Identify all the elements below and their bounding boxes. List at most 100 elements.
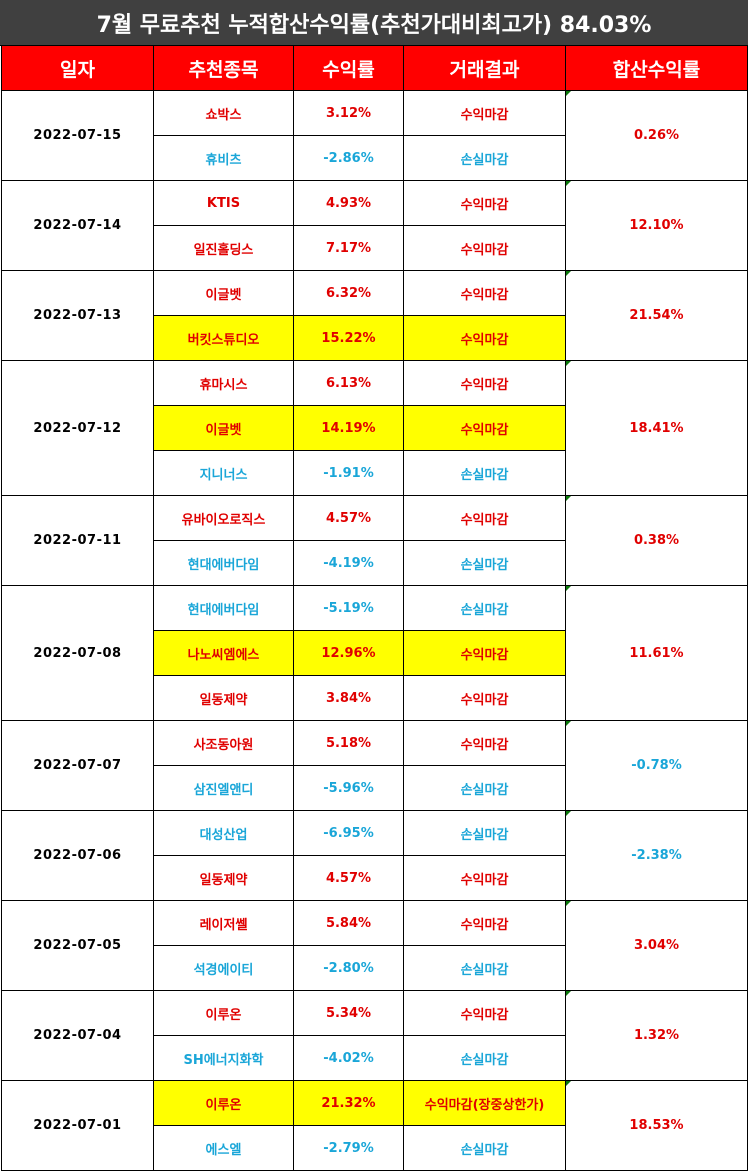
table-body: 2022-07-15 쇼박스 3.12% 수익마감 0.26% 휴비츠 -2.86% 손실마감… — [1, 90, 748, 1171]
stock-cell: 버킷스튜디오 — [153, 315, 294, 361]
return-cell: 4.57% — [293, 495, 404, 541]
sum-cell: 21.54% — [565, 270, 748, 361]
page-title: 7월 무료추천 누적합산수익률(추천가대비최고가) 84.03% — [0, 0, 748, 46]
sum-cell: 0.38% — [565, 495, 748, 586]
sum-cell: 1.32% — [565, 990, 748, 1081]
sum-cell: 0.26% — [565, 90, 748, 181]
stock-cell: 휴비츠 — [153, 135, 294, 181]
table-row: 일동제약 3.84% 수익마감 — [2, 675, 748, 721]
result-cell: 손실마감 — [403, 135, 566, 181]
table-row: 지니너스 -1.91% 손실마감 — [2, 450, 748, 496]
table-row: 2022-07-05 레이저쎌 5.84% 수익마감 3.04% — [1, 900, 748, 991]
stock-cell: 사조동아원 — [153, 720, 294, 766]
table-row: 2022-07-14 KTIS 4.93% 수익마감 12.10% — [1, 180, 748, 271]
table-row: 2022-07-07 사조동아원 5.18% 수익마감 -0.78% — [1, 720, 748, 811]
result-cell: 수익마감 — [403, 360, 566, 406]
table-row: 2022-07-08 현대에버다임 -5.19% 손실마감 11.61% — [1, 585, 748, 721]
table-row: 버킷스튜디오 15.22% 수익마감 — [2, 315, 748, 361]
sum-cell: 3.04% — [565, 900, 748, 991]
sum-cell: -0.78% — [565, 720, 748, 811]
stock-cell: 현대에버다임 — [153, 540, 294, 586]
return-cell: 15.22% — [293, 315, 404, 361]
date-cell: 2022-07-11 — [1, 495, 154, 586]
return-cell: 3.12% — [293, 90, 404, 136]
stock-cell: 에스엘 — [153, 1125, 294, 1171]
result-cell: 손실마감 — [403, 1035, 566, 1081]
return-cell: 14.19% — [293, 405, 404, 451]
table-row: 2022-07-04 이루온 5.34% 수익마감 1.32% — [1, 990, 748, 1081]
return-cell: 5.18% — [293, 720, 404, 766]
result-cell: 수익마감 — [403, 990, 566, 1036]
result-cell: 수익마감 — [403, 855, 566, 901]
return-cell: -2.80% — [293, 945, 404, 991]
result-cell: 손실마감 — [403, 1125, 566, 1171]
table-row: 일동제약 4.57% 수익마감 — [2, 855, 748, 901]
sum-cell: 11.61% — [565, 585, 748, 721]
stock-cell: 일진홀딩스 — [153, 225, 294, 271]
result-cell: 수익마감 — [403, 900, 566, 946]
table-row: 석경에이티 -2.80% 손실마감 — [2, 945, 748, 991]
sum-cell: 18.53% — [565, 1080, 748, 1171]
stock-cell: 쇼박스 — [153, 90, 294, 136]
result-cell: 손실마감 — [403, 765, 566, 811]
stock-cell: 이루온 — [153, 1080, 294, 1126]
result-cell: 수익마감 — [403, 225, 566, 271]
stock-cell: 이루온 — [153, 990, 294, 1036]
return-cell: 3.84% — [293, 675, 404, 721]
stock-cell: 이글벳 — [153, 405, 294, 451]
table-row: 현대에버다임 -4.19% 손실마감 — [2, 540, 748, 586]
table-row: 2022-07-12 휴마시스 6.13% 수익마감 18.41% — [1, 360, 748, 496]
return-cell: 6.32% — [293, 270, 404, 316]
result-cell: 손실마감 — [403, 585, 566, 631]
stock-cell: 일동제약 — [153, 675, 294, 721]
header-row: 일자 추천종목 수익률 거래결과 합산수익률 — [1, 45, 748, 91]
date-cell: 2022-07-14 — [1, 180, 154, 271]
stock-cell: 나노씨엠에스 — [153, 630, 294, 676]
stock-cell: KTIS — [153, 180, 294, 226]
return-cell: 4.57% — [293, 855, 404, 901]
header-result: 거래결과 — [403, 45, 566, 91]
return-cell: 5.34% — [293, 990, 404, 1036]
return-cell: -4.02% — [293, 1035, 404, 1081]
result-cell: 손실마감 — [403, 810, 566, 856]
return-cell: 21.32% — [293, 1080, 404, 1126]
result-cell: 수익마감 — [403, 180, 566, 226]
result-cell: 손실마감 — [403, 540, 566, 586]
return-cell: -5.96% — [293, 765, 404, 811]
table-row: 2022-07-11 유바이오로직스 4.57% 수익마감 0.38% — [1, 495, 748, 586]
return-cell: 4.93% — [293, 180, 404, 226]
header-sum: 합산수익률 — [565, 45, 748, 91]
result-cell: 수익마감 — [403, 720, 566, 766]
date-cell: 2022-07-04 — [1, 990, 154, 1081]
date-cell: 2022-07-13 — [1, 270, 154, 361]
return-cell: -2.79% — [293, 1125, 404, 1171]
date-cell: 2022-07-07 — [1, 720, 154, 811]
return-cell: 7.17% — [293, 225, 404, 271]
result-cell: 손실마감 — [403, 945, 566, 991]
stock-cell: 일동제약 — [153, 855, 294, 901]
stock-cell: 석경에이티 — [153, 945, 294, 991]
stock-cell: 대성산업 — [153, 810, 294, 856]
date-cell: 2022-07-01 — [1, 1080, 154, 1171]
stock-cell: 휴마시스 — [153, 360, 294, 406]
result-cell: 수익마감 — [403, 270, 566, 316]
sum-cell: -2.38% — [565, 810, 748, 901]
result-cell: 수익마감 — [403, 495, 566, 541]
date-cell: 2022-07-12 — [1, 360, 154, 496]
stock-cell: 이글벳 — [153, 270, 294, 316]
table-row: 일진홀딩스 7.17% 수익마감 — [2, 225, 748, 271]
header-date: 일자 — [1, 45, 154, 91]
date-cell: 2022-07-15 — [1, 90, 154, 181]
return-cell: -1.91% — [293, 450, 404, 496]
return-cell: 12.96% — [293, 630, 404, 676]
stock-cell: 현대에버다임 — [153, 585, 294, 631]
return-cell: 6.13% — [293, 360, 404, 406]
result-cell: 수익마감 — [403, 675, 566, 721]
header-return: 수익률 — [293, 45, 404, 91]
table-row: 이글벳 14.19% 수익마감 — [2, 405, 748, 451]
return-cell: -6.95% — [293, 810, 404, 856]
table-row: 에스엘 -2.79% 손실마감 — [2, 1125, 748, 1171]
result-cell: 수익마감(장중상한가) — [403, 1080, 566, 1126]
date-cell: 2022-07-06 — [1, 810, 154, 901]
date-cell: 2022-07-08 — [1, 585, 154, 721]
